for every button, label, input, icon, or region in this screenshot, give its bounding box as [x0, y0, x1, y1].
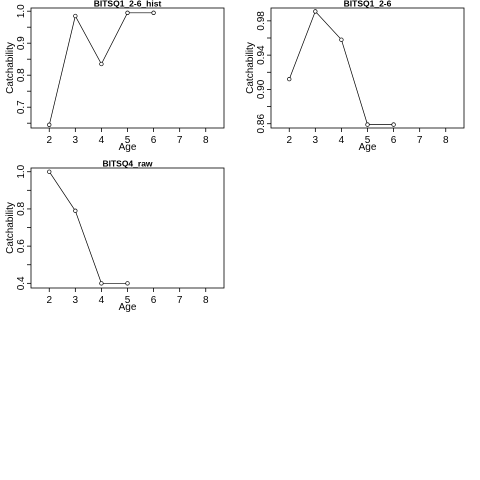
- x-tick-label: 3: [313, 135, 319, 146]
- y-tick-label: 1.0: [16, 4, 27, 18]
- data-point: [339, 37, 344, 42]
- series-line: [49, 171, 128, 284]
- chart-panel-3: BITSQ4_raw 2 3 4 5 6 7 8 Age 0.4 0.6 0.8 1.0 Catchabi…: [5, 159, 225, 313]
- plot-frame: [270, 7, 465, 129]
- y-tick-label: 0.4: [16, 276, 27, 290]
- x-tick-label: 8: [203, 295, 209, 306]
- x-tick-label: 2: [286, 135, 292, 146]
- y-tick-label: 0.98: [256, 11, 267, 31]
- x-tick-label: 7: [417, 135, 423, 146]
- data-point: [99, 281, 104, 286]
- data-point: [125, 281, 130, 286]
- x-tick-label: 2: [46, 135, 52, 146]
- x-axis-label: Age: [119, 302, 137, 313]
- y-axis-label: Catchability: [5, 42, 16, 94]
- y-tick-label: 0.8: [16, 68, 27, 82]
- plot-frame: [30, 7, 225, 129]
- data-point: [287, 76, 292, 82]
- x-tick-label: 8: [443, 135, 449, 146]
- x-tick-label: 5: [125, 295, 131, 306]
- x-tick-label: 4: [99, 295, 105, 306]
- y-tick-label: 0.86: [256, 114, 267, 134]
- x-tick-label: 7: [177, 295, 183, 306]
- y-tick-label: 0.90: [256, 79, 267, 99]
- y-tick-label: 0.9: [16, 36, 27, 50]
- x-tick-label: 5: [365, 135, 371, 146]
- x-tick-label: 2: [46, 295, 52, 306]
- x-tick-label: 8: [203, 135, 209, 146]
- x-tick-label: 4: [339, 135, 345, 146]
- series-line: [48, 12, 154, 125]
- x-tick-label: 6: [391, 135, 397, 146]
- data-point: [151, 10, 156, 15]
- chart-title: BITSQ4_raw: [102, 159, 152, 169]
- plot-frame: [30, 167, 225, 289]
- data-point: [73, 208, 78, 213]
- data-point: [313, 9, 318, 14]
- x-tick-label: 5: [125, 135, 131, 146]
- series-line: [288, 10, 394, 125]
- x-tick-label: 6: [151, 135, 157, 146]
- data-point: [73, 13, 78, 19]
- y-axis-label: Catchability: [5, 202, 16, 254]
- x-tick-label: 7: [177, 135, 183, 146]
- x-tick-label: 3: [73, 135, 79, 146]
- data-point: [391, 122, 396, 127]
- x-tick-label: 3: [73, 295, 79, 306]
- y-tick-label: 0.8: [16, 202, 27, 216]
- chart-title: BITSQ1_2-6_hist: [94, 0, 162, 9]
- data-point: [365, 122, 370, 127]
- y-tick-label: 0.94: [256, 45, 267, 65]
- data-point: [47, 122, 52, 127]
- x-axis-label: Age: [119, 142, 137, 153]
- y-tick-label: 1.0: [16, 164, 27, 178]
- data-point: [125, 10, 130, 15]
- y-tick-label: 0.7: [16, 100, 27, 114]
- data-point: [47, 169, 52, 174]
- y-tick-label: 0.6: [16, 239, 27, 253]
- y-axis-label: Catchability: [245, 42, 256, 94]
- chart-title: BITSQ1_2-6: [344, 0, 392, 9]
- data-point: [99, 61, 104, 67]
- chart-panel-1: BITSQ1_2-6_hist 2 3 4 5 6 7 8 Age 0.7 0.8 0.9 1.0 Cat…: [5, 0, 225, 153]
- chart-panel-2: BITSQ1_2-6 2 3 4 5 6 7 8 Age 0.86 0.90 0.94 0.98Catc…: [245, 0, 465, 153]
- x-tick-label: 4: [99, 135, 105, 146]
- x-axis-label: Age: [359, 142, 377, 153]
- x-tick-label: 6: [151, 295, 157, 306]
